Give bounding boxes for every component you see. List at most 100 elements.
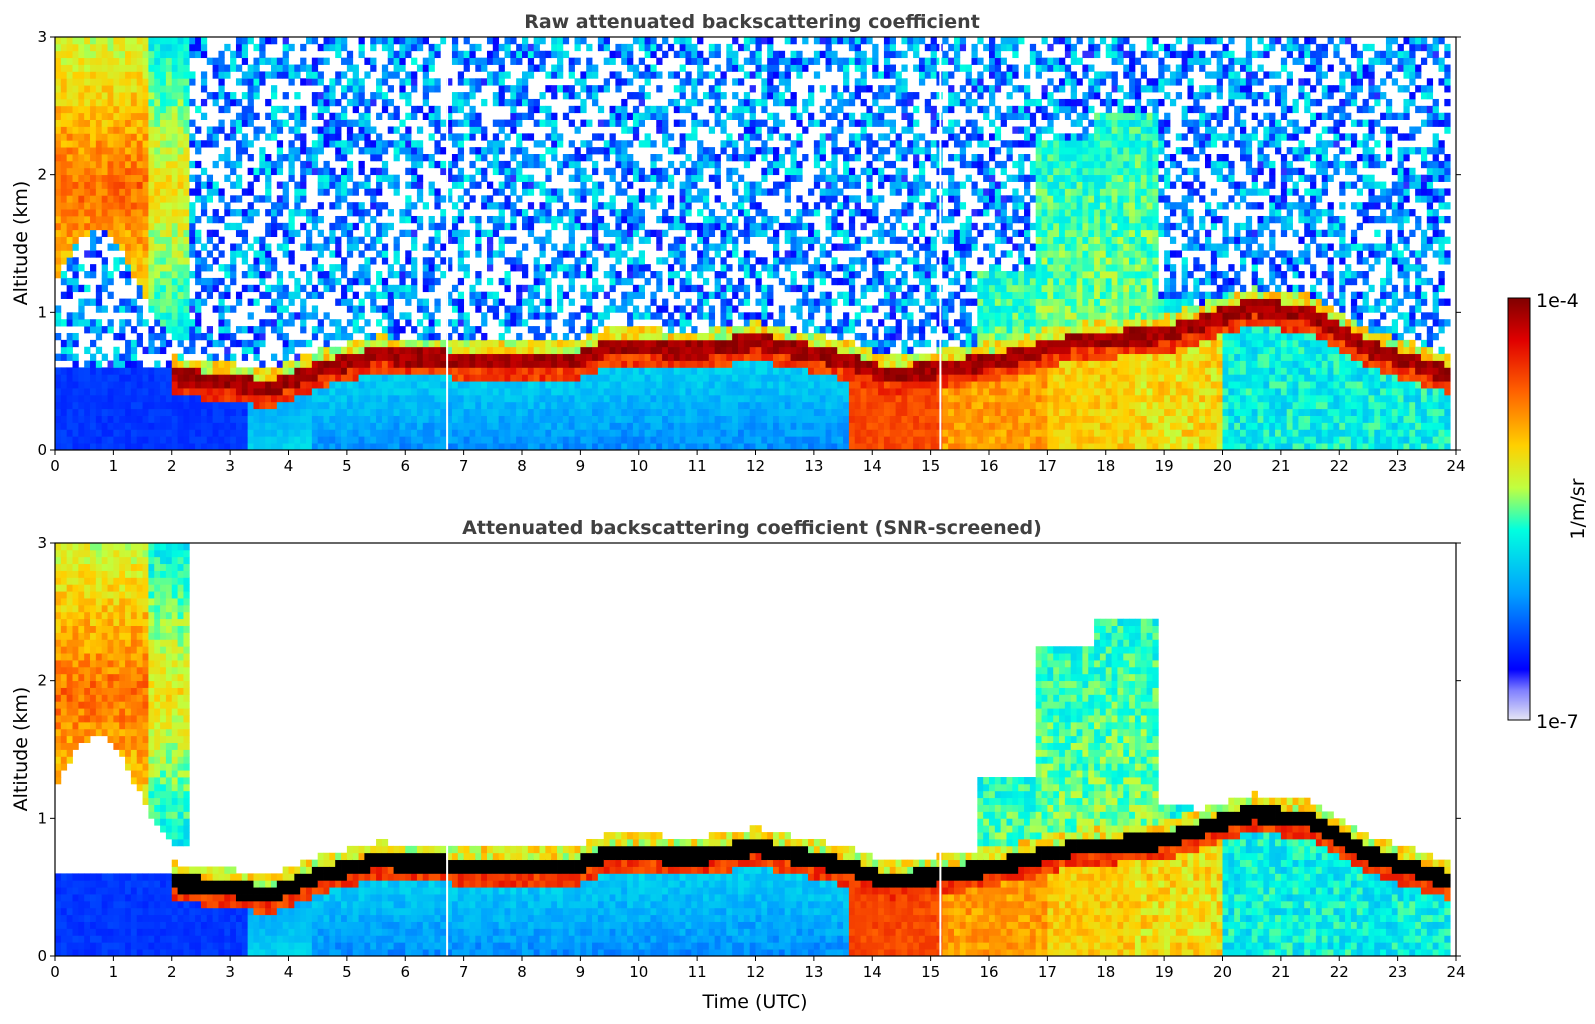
heatmap-cell bbox=[341, 85, 348, 93]
heatmap-cell bbox=[393, 381, 400, 389]
heatmap-cell bbox=[557, 37, 564, 45]
heatmap-cell bbox=[574, 381, 581, 389]
heatmap-cell bbox=[183, 271, 190, 279]
heatmap-cell bbox=[136, 78, 143, 86]
heatmap-cell bbox=[154, 436, 161, 444]
heatmap-cell bbox=[200, 277, 208, 286]
heatmap-cell bbox=[160, 167, 167, 176]
heatmap-cell bbox=[714, 429, 721, 437]
heatmap-cell bbox=[183, 195, 190, 203]
heatmap-cell bbox=[697, 209, 704, 217]
heatmap-cell bbox=[154, 215, 161, 224]
heatmap-cell bbox=[504, 284, 511, 293]
heatmap-cell bbox=[323, 339, 330, 348]
heatmap-cell bbox=[539, 394, 546, 403]
heatmap-cell bbox=[416, 429, 424, 437]
heatmap-cell bbox=[714, 174, 721, 182]
heatmap-cell bbox=[136, 215, 143, 224]
heatmap-cell bbox=[446, 133, 453, 141]
heatmap-cell bbox=[405, 443, 412, 451]
heatmap-cell bbox=[107, 181, 114, 189]
heatmap-cell bbox=[329, 388, 336, 396]
heatmap-cell bbox=[259, 154, 266, 162]
heatmap-cell bbox=[562, 360, 570, 368]
heatmap-cell bbox=[195, 408, 202, 416]
heatmap-cell bbox=[673, 374, 681, 382]
heatmap-cell bbox=[714, 284, 721, 293]
heatmap-cell bbox=[597, 436, 605, 444]
heatmap-cell bbox=[253, 71, 260, 79]
heatmap-cell bbox=[393, 422, 400, 430]
heatmap-cell bbox=[183, 429, 190, 437]
heatmap-cell bbox=[702, 154, 710, 162]
heatmap-cell bbox=[119, 202, 126, 210]
heatmap-cell bbox=[685, 429, 692, 437]
heatmap-cell bbox=[539, 202, 546, 210]
heatmap-cell bbox=[171, 43, 178, 52]
heatmap-cell bbox=[154, 243, 161, 251]
heatmap-cell bbox=[55, 92, 62, 100]
heatmap-cell bbox=[592, 264, 599, 272]
heatmap-cell bbox=[405, 271, 412, 279]
heatmap-cell bbox=[533, 339, 540, 348]
heatmap-cell bbox=[101, 37, 108, 45]
heatmap-cell bbox=[685, 277, 692, 286]
heatmap-cell bbox=[125, 319, 132, 327]
heatmap-cell bbox=[498, 167, 505, 176]
heatmap-cell bbox=[726, 388, 733, 396]
heatmap-cell bbox=[679, 243, 686, 251]
heatmap-cell bbox=[136, 85, 143, 93]
heatmap-cell bbox=[446, 319, 453, 327]
heatmap-cell bbox=[265, 319, 272, 327]
heatmap-cell bbox=[539, 64, 546, 72]
heatmap-cell bbox=[656, 305, 663, 313]
heatmap-cell bbox=[539, 215, 546, 224]
heatmap-cell bbox=[101, 43, 108, 52]
heatmap-cell bbox=[691, 98, 698, 107]
heatmap-cell bbox=[685, 298, 692, 306]
heatmap-cell bbox=[393, 394, 400, 403]
heatmap-cell bbox=[691, 388, 698, 396]
heatmap-cell bbox=[329, 78, 336, 86]
heatmap-cell bbox=[667, 346, 675, 355]
heatmap-cell bbox=[481, 78, 488, 86]
heatmap-cell bbox=[218, 408, 225, 416]
heatmap-cell bbox=[662, 140, 669, 148]
heatmap-cell bbox=[673, 98, 681, 107]
heatmap-cell bbox=[562, 436, 570, 444]
heatmap-cell bbox=[189, 119, 196, 127]
heatmap-cell bbox=[387, 443, 394, 451]
heatmap-cell bbox=[72, 429, 79, 437]
heatmap-cell bbox=[130, 112, 138, 120]
heatmap-cell bbox=[557, 422, 564, 430]
heatmap-cell bbox=[130, 374, 138, 382]
heatmap-cell bbox=[621, 250, 628, 258]
heatmap-cell bbox=[148, 271, 155, 279]
heatmap-cell bbox=[463, 50, 470, 59]
heatmap-cell bbox=[130, 92, 138, 100]
heatmap-cell bbox=[107, 388, 114, 396]
heatmap-cell bbox=[171, 332, 178, 341]
heatmap-cell bbox=[142, 195, 149, 203]
heatmap-cell bbox=[183, 264, 190, 272]
heatmap-cell bbox=[195, 229, 202, 238]
heatmap-cell bbox=[218, 250, 225, 258]
heatmap-cell bbox=[708, 319, 716, 327]
heatmap-cell bbox=[119, 443, 126, 451]
heatmap-cell bbox=[171, 305, 178, 313]
heatmap-cell bbox=[673, 381, 681, 389]
heatmap-cell bbox=[160, 429, 167, 437]
heatmap-cell bbox=[428, 57, 435, 65]
heatmap-cell bbox=[428, 257, 435, 265]
heatmap-cell bbox=[609, 271, 616, 279]
heatmap-cell bbox=[72, 133, 79, 141]
heatmap-cell bbox=[189, 394, 196, 403]
heatmap-cell bbox=[632, 126, 640, 134]
heatmap-cell bbox=[247, 154, 254, 162]
heatmap-cell bbox=[189, 209, 196, 217]
heatmap-cell bbox=[638, 215, 645, 224]
heatmap-cell bbox=[259, 78, 266, 86]
heatmap-cell bbox=[708, 346, 716, 355]
heatmap-cell bbox=[72, 229, 79, 238]
heatmap-cell bbox=[189, 339, 196, 348]
